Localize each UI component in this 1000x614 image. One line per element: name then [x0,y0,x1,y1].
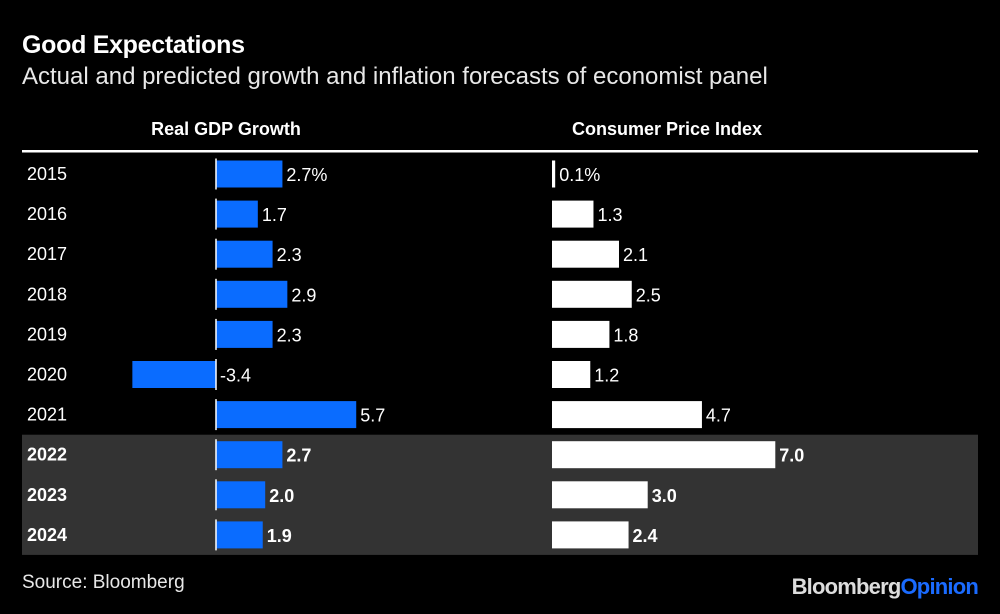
gdp-bar [216,521,263,549]
gdp-bar [216,280,288,308]
cpi-bar [552,280,632,308]
category-label: 2018 [27,284,67,304]
cpi-value-label: 7.0 [779,446,804,466]
gdp-bar [216,200,258,228]
bloomberg-opinion-logo: BloombergOpinion [791,574,979,600]
gdp-value-label: 2.7 [286,446,311,466]
cpi-bar [552,481,648,509]
cpi-bar [552,361,591,388]
gdp-value-label: 2.3 [277,245,302,265]
gdp-zero-axis [215,318,217,350]
cpi-value-label: 2.5 [636,285,661,305]
source-note: Source: Bloomberg [22,572,185,593]
gdp-value-label: 1.9 [267,526,292,546]
gdp-value-label: 2.3 [277,325,302,345]
gdp-value-label: 2.0 [269,486,294,506]
forecast-highlight-band [22,434,978,555]
category-label: 2020 [27,365,67,385]
gdp-bar [216,240,273,268]
cpi-value-label: 1.8 [613,325,638,345]
gdp-zero-axis [215,238,217,270]
gdp-zero-axis [215,399,217,431]
gdp-bar [216,481,266,509]
gdp-zero-axis [215,158,217,190]
cpi-value-label: 4.7 [706,406,731,426]
category-label: 2022 [27,445,67,465]
gdp-zero-axis [215,198,217,230]
logo-part1: Bloomberg [791,574,902,599]
category-label: 2024 [27,525,67,545]
cpi-value-label: 2.1 [623,245,648,265]
category-label: 2015 [27,164,67,184]
cpi-value-label: 1.2 [594,366,619,386]
gdp-value-label: 1.7 [262,205,287,225]
header-rule [22,150,978,153]
chart-subtitle: Actual and predicted growth and inflatio… [22,63,768,90]
series-header-cpi: Consumer Price Index [572,119,762,139]
chart-title: Good Expectations [22,31,245,59]
cpi-bar [552,441,776,469]
gdp-bar [216,320,273,348]
series-header-gdp: Real GDP Growth [151,119,301,139]
gdp-zero-axis [215,359,217,390]
gdp-bar [216,401,357,429]
category-label: 2021 [27,405,67,425]
cpi-value-label: 3.0 [652,486,677,506]
cpi-bar [552,401,702,429]
gdp-bar [216,441,283,469]
gdp-bar [216,160,283,188]
gdp-bar [132,361,216,388]
gdp-value-label: -3.4 [220,366,251,386]
gdp-zero-axis [215,519,217,551]
category-label: 2019 [27,324,67,344]
cpi-value-label: 0.1% [559,165,600,185]
category-label: 2023 [27,485,67,505]
logo-part2: Opinion [900,574,979,599]
category-label: 2016 [27,204,67,224]
cpi-bar [552,320,610,348]
gdp-zero-axis [215,479,217,511]
gdp-value-label: 2.7% [286,165,327,185]
gdp-zero-axis [215,278,217,310]
cpi-bar [552,521,629,549]
gdp-value-label: 5.7 [360,406,385,426]
cpi-bar [552,200,594,228]
cpi-bar [552,240,619,268]
gdp-value-label: 2.9 [291,285,316,305]
category-label: 2017 [27,244,67,264]
cpi-bar [552,160,556,188]
cpi-value-label: 2.4 [633,526,658,546]
cpi-value-label: 1.3 [597,205,622,225]
gdp-zero-axis [215,439,217,471]
